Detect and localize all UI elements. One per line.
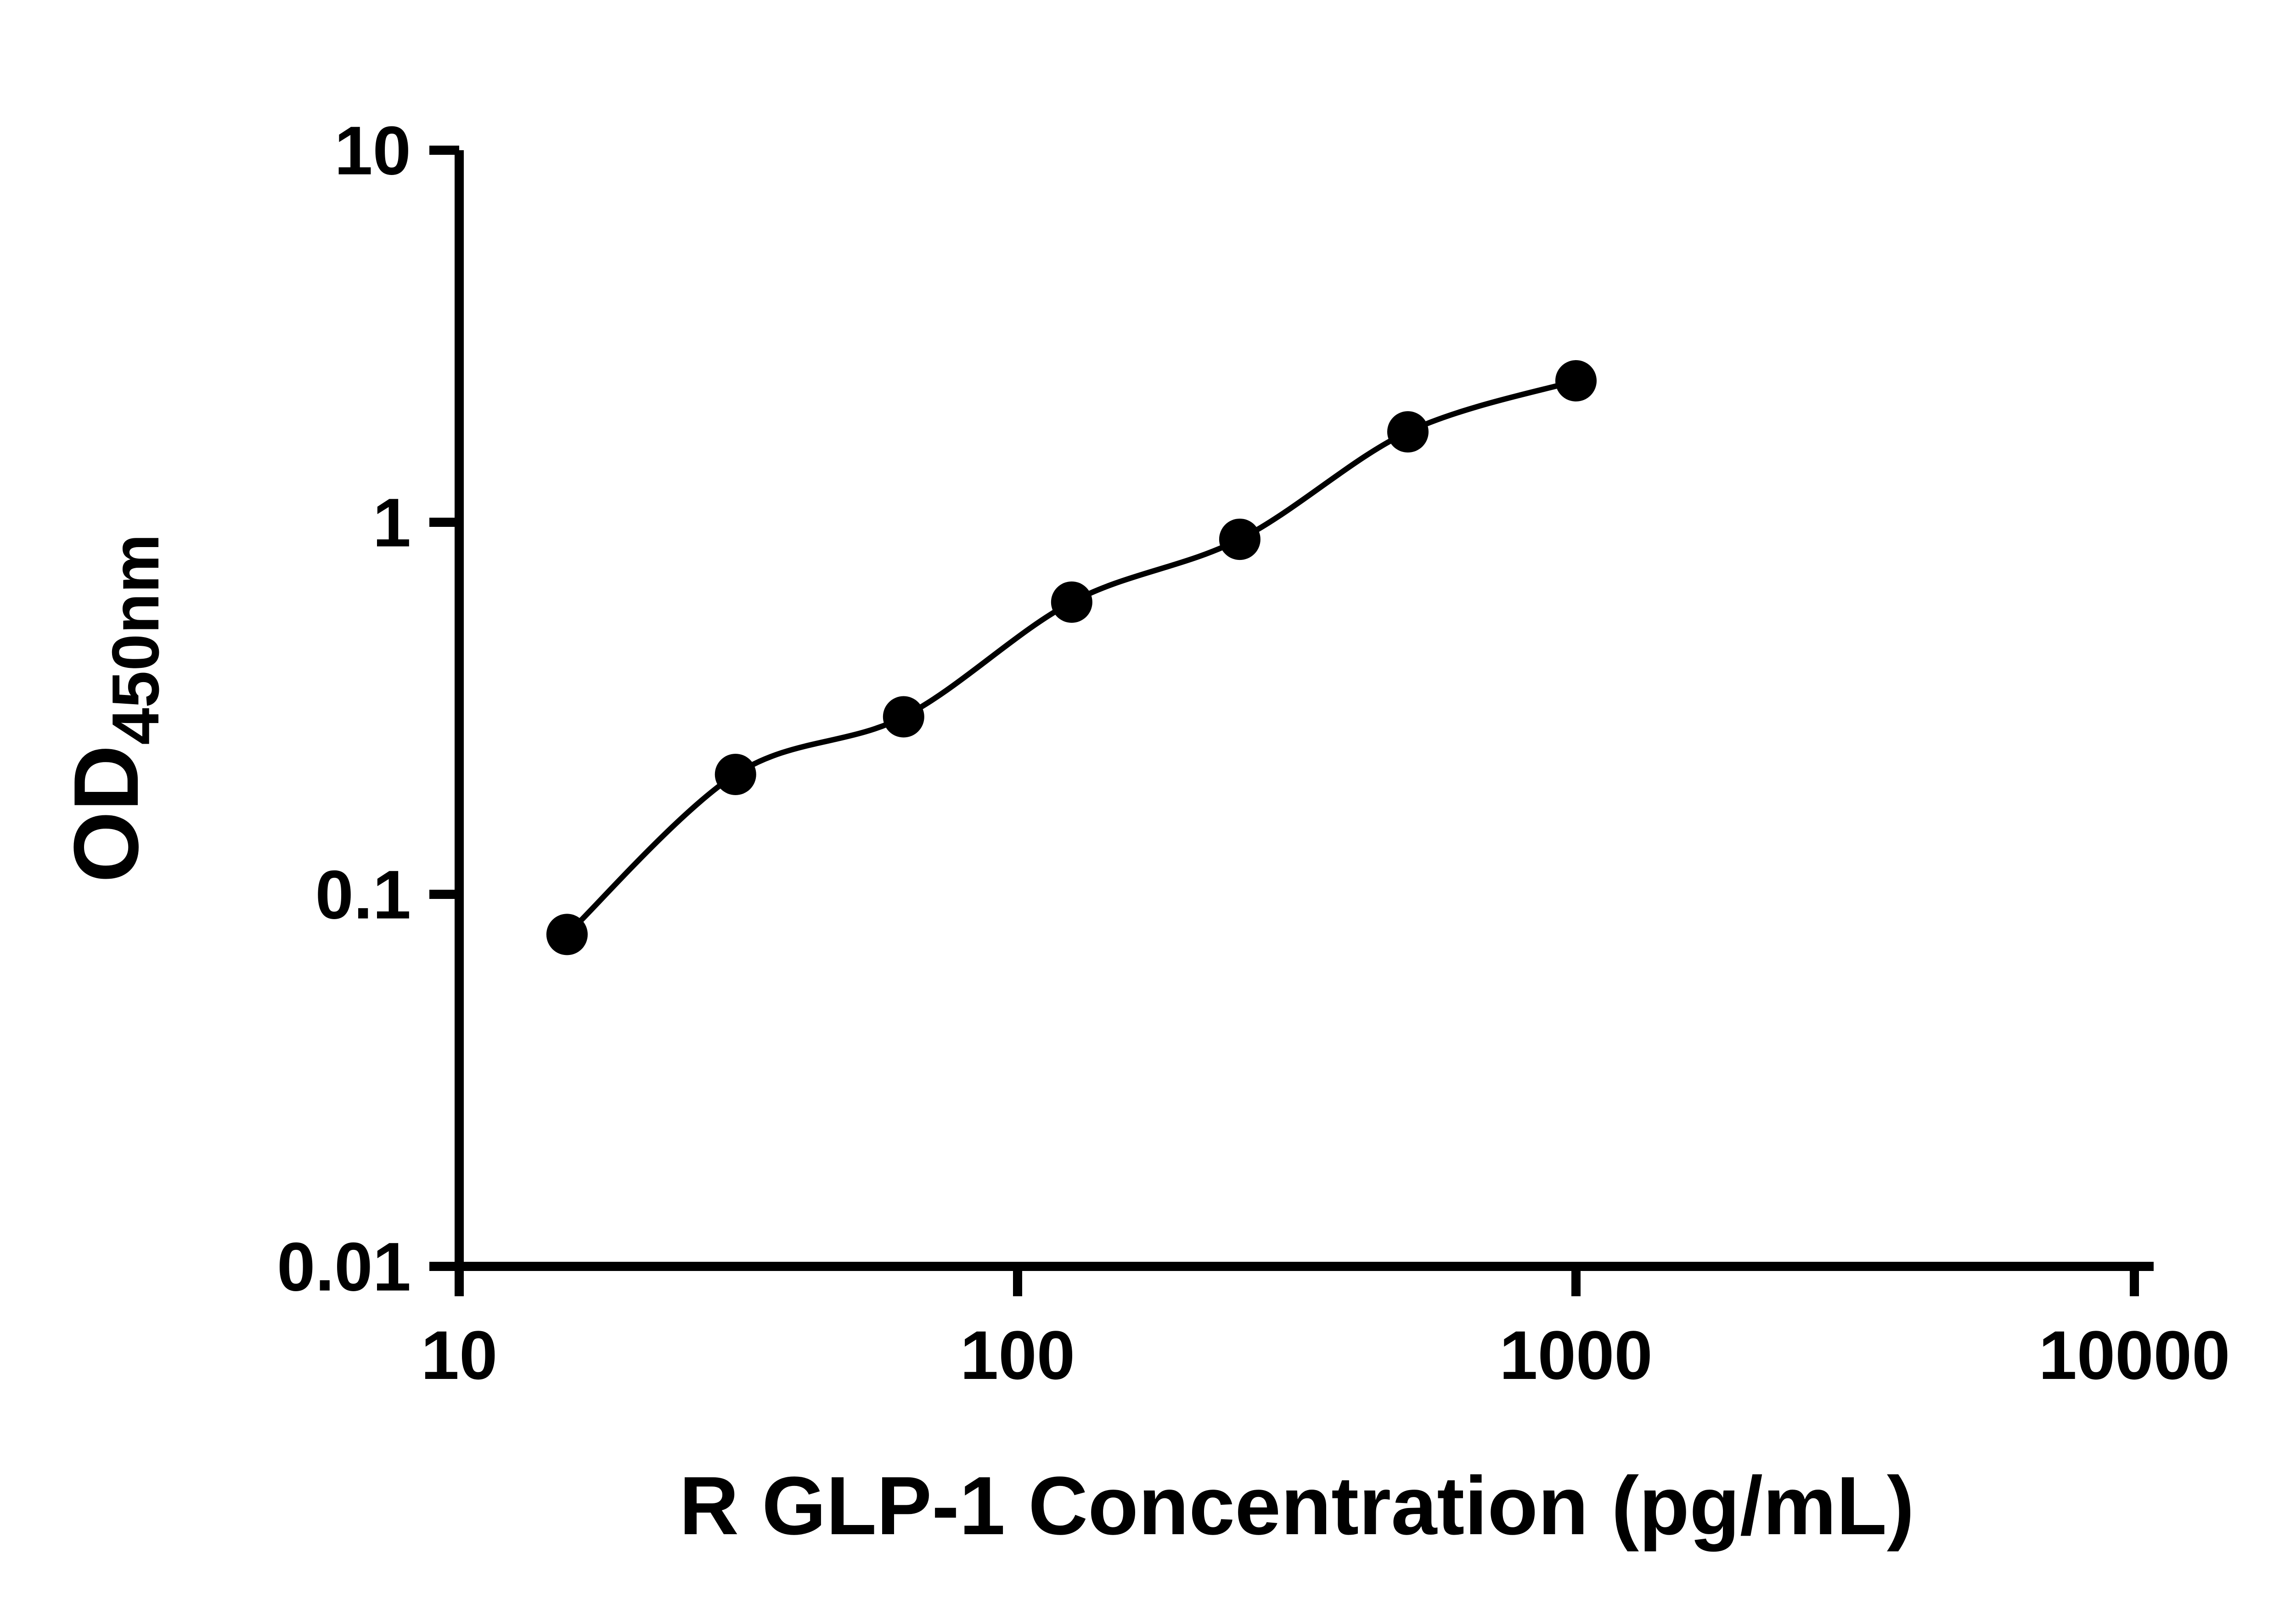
y-tick-label: 1 <box>373 484 411 561</box>
x-tick-label: 10 <box>421 1316 498 1394</box>
x-axis-title: R GLP-1 Concentration (pg/mL) <box>679 1460 1914 1552</box>
y-tick-label: 0.01 <box>277 1228 411 1305</box>
data-point <box>883 696 924 738</box>
x-tick-label: 1000 <box>1499 1316 1653 1394</box>
fit-curve <box>564 378 1579 938</box>
y-axis-title-subscript: 450nm <box>98 534 173 745</box>
data-point <box>1387 411 1429 453</box>
data-point <box>1555 360 1597 402</box>
data-point <box>546 914 588 955</box>
x-tick-label: 10000 <box>2038 1316 2230 1394</box>
data-point <box>715 754 756 796</box>
axis-lines <box>455 150 2154 1271</box>
data-point <box>1051 581 1092 623</box>
y-tick-label: 10 <box>334 112 411 189</box>
x-tick-label: 100 <box>960 1316 1075 1394</box>
y-axis-title-main: OD <box>55 745 158 883</box>
data-point <box>1219 519 1261 560</box>
y-tick-label: 0.1 <box>315 856 411 933</box>
y-axis-title: OD450nm <box>55 534 173 882</box>
